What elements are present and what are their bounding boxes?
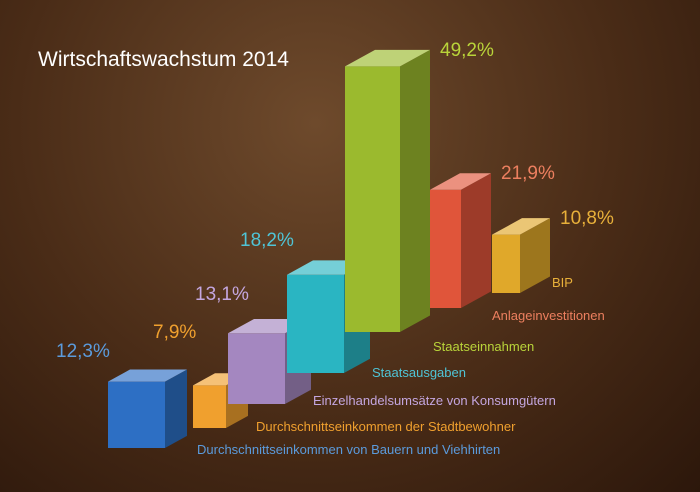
bar-top-face [108,369,187,382]
category-label: BIP [552,275,573,290]
bar-side-face [165,369,187,448]
category-label: Anlageinvestitionen [492,308,605,323]
bar-front-face [287,274,344,373]
category-label: Staatsausgaben [372,365,466,380]
bar-top-face [492,218,550,235]
bar-6 [430,173,491,308]
category-label: Durchschnittseinkommen der Stadtbewohner [256,419,516,434]
bars-layer [108,49,550,448]
bar-side-face [520,218,550,293]
category-labels-layer: Durchschnittseinkommen von Bauern und Vi… [197,275,605,457]
value-label: 10,8% [560,208,614,229]
bar-top-face [345,49,430,67]
bar-1 [108,369,187,448]
value-label: 21,9% [501,163,555,184]
bar-front-face [430,189,461,308]
category-label: Durchschnittseinkommen von Bauern und Vi… [197,442,500,457]
category-label: Staatseinnahmen [433,339,534,354]
bar-side-face [400,49,430,332]
bar-front-face [492,234,520,293]
value-label: 12,3% [56,341,110,362]
bar-front-face [228,333,285,404]
chart-title: Wirtschaftswachstum 2014 [38,48,289,71]
bar-front-face [108,381,165,448]
bar-front-face [345,66,400,332]
value-label: 49,2% [440,40,494,61]
value-label: 7,9% [153,322,196,343]
value-label: 18,2% [240,230,294,251]
value-labels-layer: 12,3% 7,9% 13,1% 18,2% 49,2% 21,9% 10,8% [56,40,614,362]
bar-7 [492,218,550,293]
bar-front-face [193,385,226,428]
bar-side-face [461,173,491,308]
bar-top-face [430,173,491,190]
bar-5 [345,49,430,332]
category-label: Einzelhandelsumsätze von Konsumgütern [313,393,556,408]
value-label: 13,1% [195,284,249,305]
